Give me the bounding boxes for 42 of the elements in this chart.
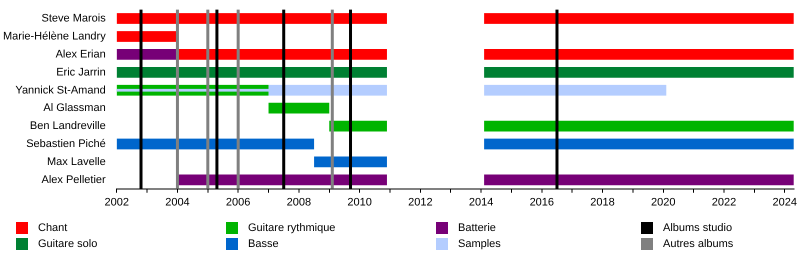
y-tick-label: Steve Marois <box>42 12 106 25</box>
legend-label: Autres albums <box>663 238 734 250</box>
x-tick-label: 2022 <box>712 196 736 208</box>
y-tick-label: Eric Jarrin <box>56 66 106 78</box>
x-tick-label: 2016 <box>530 196 554 208</box>
x-tick-label: 2014 <box>468 196 494 208</box>
bar <box>116 13 387 24</box>
x-tick-label: 2024 <box>772 196 797 208</box>
legend-label: Guitare rythmique <box>248 222 336 234</box>
bar <box>484 174 794 186</box>
y-tick-label: Alex Erian <box>56 48 106 60</box>
x-tick-label: 2010 <box>347 196 372 208</box>
legend-label: Samples <box>458 238 501 250</box>
bar <box>116 49 178 60</box>
x-tick-label: 2006 <box>226 196 250 208</box>
legend-label: Albums studio <box>663 222 732 234</box>
bar <box>268 102 330 114</box>
legend-label: Guitare solo <box>38 238 98 250</box>
y-tick-label: Sebastien Piché <box>26 138 106 150</box>
x-tick-label: 2004 <box>165 196 190 208</box>
bar <box>484 49 794 60</box>
x-tick-label: 2018 <box>590 196 615 208</box>
x-tick-label: 2008 <box>286 196 312 208</box>
bar <box>484 13 794 24</box>
bar <box>484 66 794 78</box>
y-tick-label: Yannick St-Amand <box>15 84 106 96</box>
y-tick-label: Alex Pelletier <box>42 174 106 186</box>
legend-label: Basse <box>248 238 279 250</box>
legend-label: Chant <box>38 222 68 234</box>
y-tick-label: Marie-Hélène Landry <box>3 30 106 43</box>
y-tick-label: Al Glassman <box>43 102 106 114</box>
x-tick-label: 2002 <box>104 196 129 208</box>
legend-label: Batterie <box>458 222 496 234</box>
bar <box>484 138 794 150</box>
bar <box>177 49 387 60</box>
bar <box>484 120 794 132</box>
y-tick-label: Max Lavelle <box>47 156 106 168</box>
y-tick-label: Ben Landreville <box>30 120 106 132</box>
x-tick-label: 2020 <box>651 196 676 208</box>
bar <box>484 84 666 96</box>
bar <box>116 31 178 42</box>
x-tick-label: 2012 <box>408 196 433 208</box>
